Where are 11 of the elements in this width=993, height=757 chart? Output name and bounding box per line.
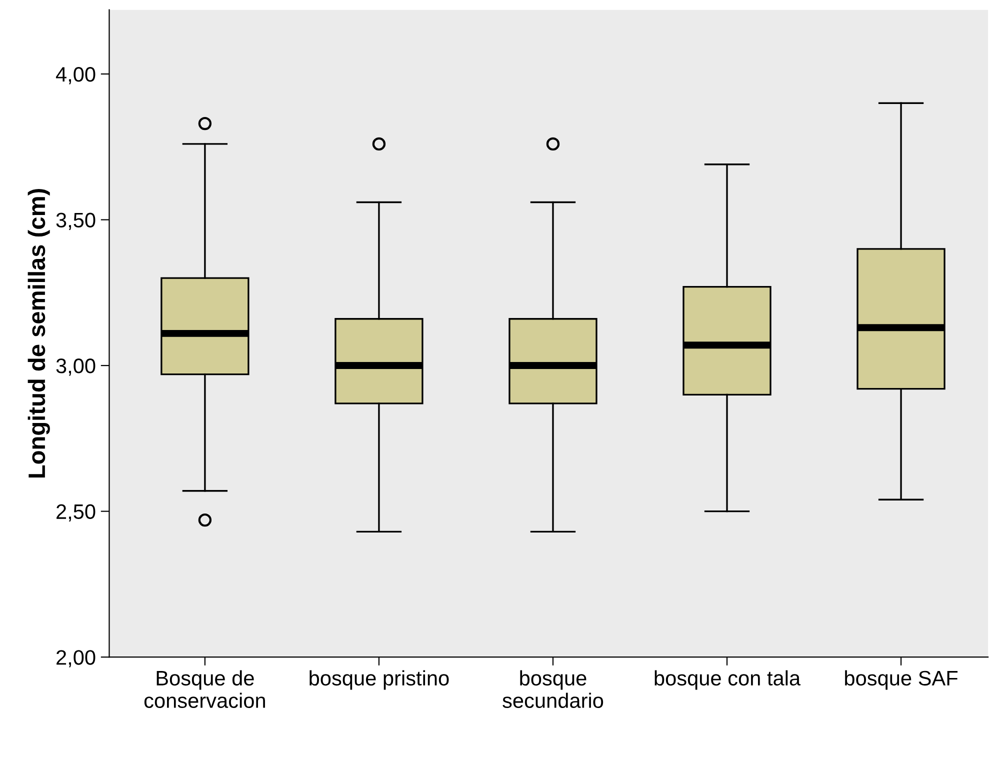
x-tick-label: bosque con tala (654, 670, 801, 690)
y-tick-label: 3,50 (56, 212, 96, 230)
y-tick-label: 2,00 (56, 650, 96, 668)
x-tick-label: bosque secundario (502, 670, 604, 708)
y-axis-title: Longitud de semillas (cm) (28, 189, 50, 478)
y-tick-label: 2,50 (56, 504, 96, 522)
x-tick-label: bosque pristino (310, 670, 449, 690)
x-tick-label: bosque SAF (845, 670, 958, 690)
y-tick-label: 3,00 (56, 358, 96, 376)
y-tick-label: 4,00 (56, 66, 96, 84)
x-tick-label: Bosque de conservacion (144, 670, 265, 708)
